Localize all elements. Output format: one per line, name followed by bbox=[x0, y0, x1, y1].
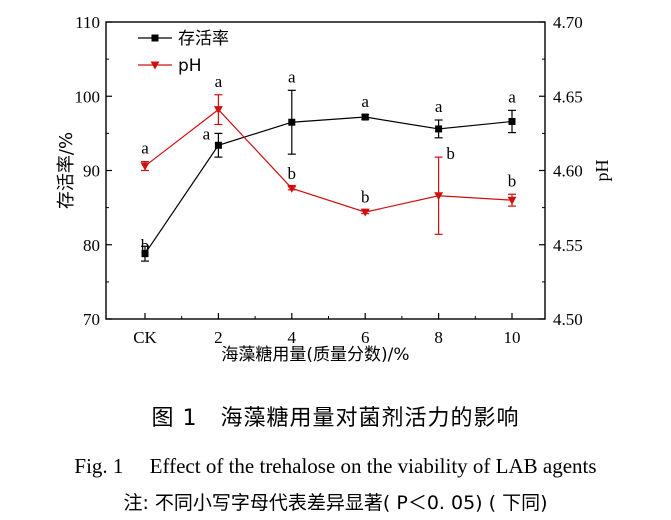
significance-label: a bbox=[141, 139, 149, 158]
significance-label: b bbox=[508, 171, 517, 190]
x-tick-label: 6 bbox=[361, 328, 370, 347]
y-left-tick-label: 70 bbox=[83, 310, 100, 329]
data-point bbox=[287, 184, 297, 193]
legend-marker bbox=[151, 34, 159, 42]
chart-marks: b a a a a a a a b b b b bbox=[140, 67, 517, 262]
significance-label: a bbox=[361, 92, 369, 111]
data-point bbox=[435, 125, 443, 133]
y-right-tick-label: 4.60 bbox=[553, 162, 583, 181]
significance-label: a bbox=[215, 72, 223, 91]
figure-note: 注: 不同小写字母代表差异显著( P＜0. 05) ( 下同) bbox=[123, 492, 548, 514]
significance-label: a bbox=[203, 124, 211, 143]
y-left-tick-label: 110 bbox=[75, 13, 100, 32]
y-left-tick-label: 100 bbox=[75, 87, 101, 106]
y-right-tick-label: 4.70 bbox=[553, 13, 583, 32]
data-point bbox=[288, 118, 296, 126]
y-left-tick-label: 80 bbox=[83, 236, 100, 255]
series-line-1 bbox=[144, 108, 513, 213]
significance-label: b bbox=[446, 144, 455, 163]
chart-axes: 70 80 90 100 110 4.50 4.55 4.60 4.65 4.70 CK 2 4 6 8 10… bbox=[56, 13, 612, 365]
plot-frame bbox=[105, 21, 546, 320]
chart-legend: 存活率 pH bbox=[138, 29, 229, 76]
x-tick-label: 4 bbox=[288, 328, 297, 347]
x-tick-label: 10 bbox=[504, 328, 521, 347]
legend-label: pH bbox=[178, 56, 202, 76]
chart: 70 80 90 100 110 4.50 4.55 4.60 4.65 4.70 CK 2 4 6 8 10… bbox=[56, 13, 612, 365]
data-point bbox=[213, 106, 223, 115]
significance-label: b bbox=[288, 164, 297, 183]
significance-label: b bbox=[361, 188, 370, 207]
y-left-tick-label: 90 bbox=[83, 162, 100, 181]
significance-label: a bbox=[288, 67, 296, 86]
x-tick-label: CK bbox=[133, 328, 157, 347]
data-point bbox=[507, 196, 517, 205]
figure-caption-chinese: 图 1 海藻糖用量对菌剂活力的影响 bbox=[151, 406, 520, 431]
x-tick-label: 2 bbox=[214, 328, 223, 347]
data-point bbox=[434, 192, 444, 201]
x-axis-title: 海藻糖用量(质量分数)/% bbox=[221, 345, 409, 365]
significance-label: a bbox=[508, 87, 516, 106]
y-right-tick-label: 4.50 bbox=[553, 310, 583, 329]
y-left-axis-title: 存活率/% bbox=[56, 132, 77, 209]
data-point bbox=[508, 117, 516, 125]
y-right-tick-label: 4.55 bbox=[553, 236, 583, 255]
data-point bbox=[140, 162, 150, 171]
x-tick-label: 8 bbox=[434, 328, 443, 347]
y-right-tick-label: 4.65 bbox=[553, 87, 583, 106]
legend-label: 存活率 bbox=[178, 29, 229, 49]
data-point bbox=[141, 250, 149, 258]
significance-label: b bbox=[141, 236, 150, 255]
legend-marker bbox=[150, 61, 160, 70]
data-point bbox=[361, 113, 369, 121]
series-line-0 bbox=[144, 116, 513, 254]
y-right-axis-title: pH bbox=[592, 160, 612, 182]
data-point bbox=[214, 141, 222, 149]
significance-label: a bbox=[435, 97, 443, 116]
data-point bbox=[360, 208, 370, 217]
figure-caption-english: Fig. 1 Effect of the trehalose on the vi… bbox=[74, 454, 597, 478]
